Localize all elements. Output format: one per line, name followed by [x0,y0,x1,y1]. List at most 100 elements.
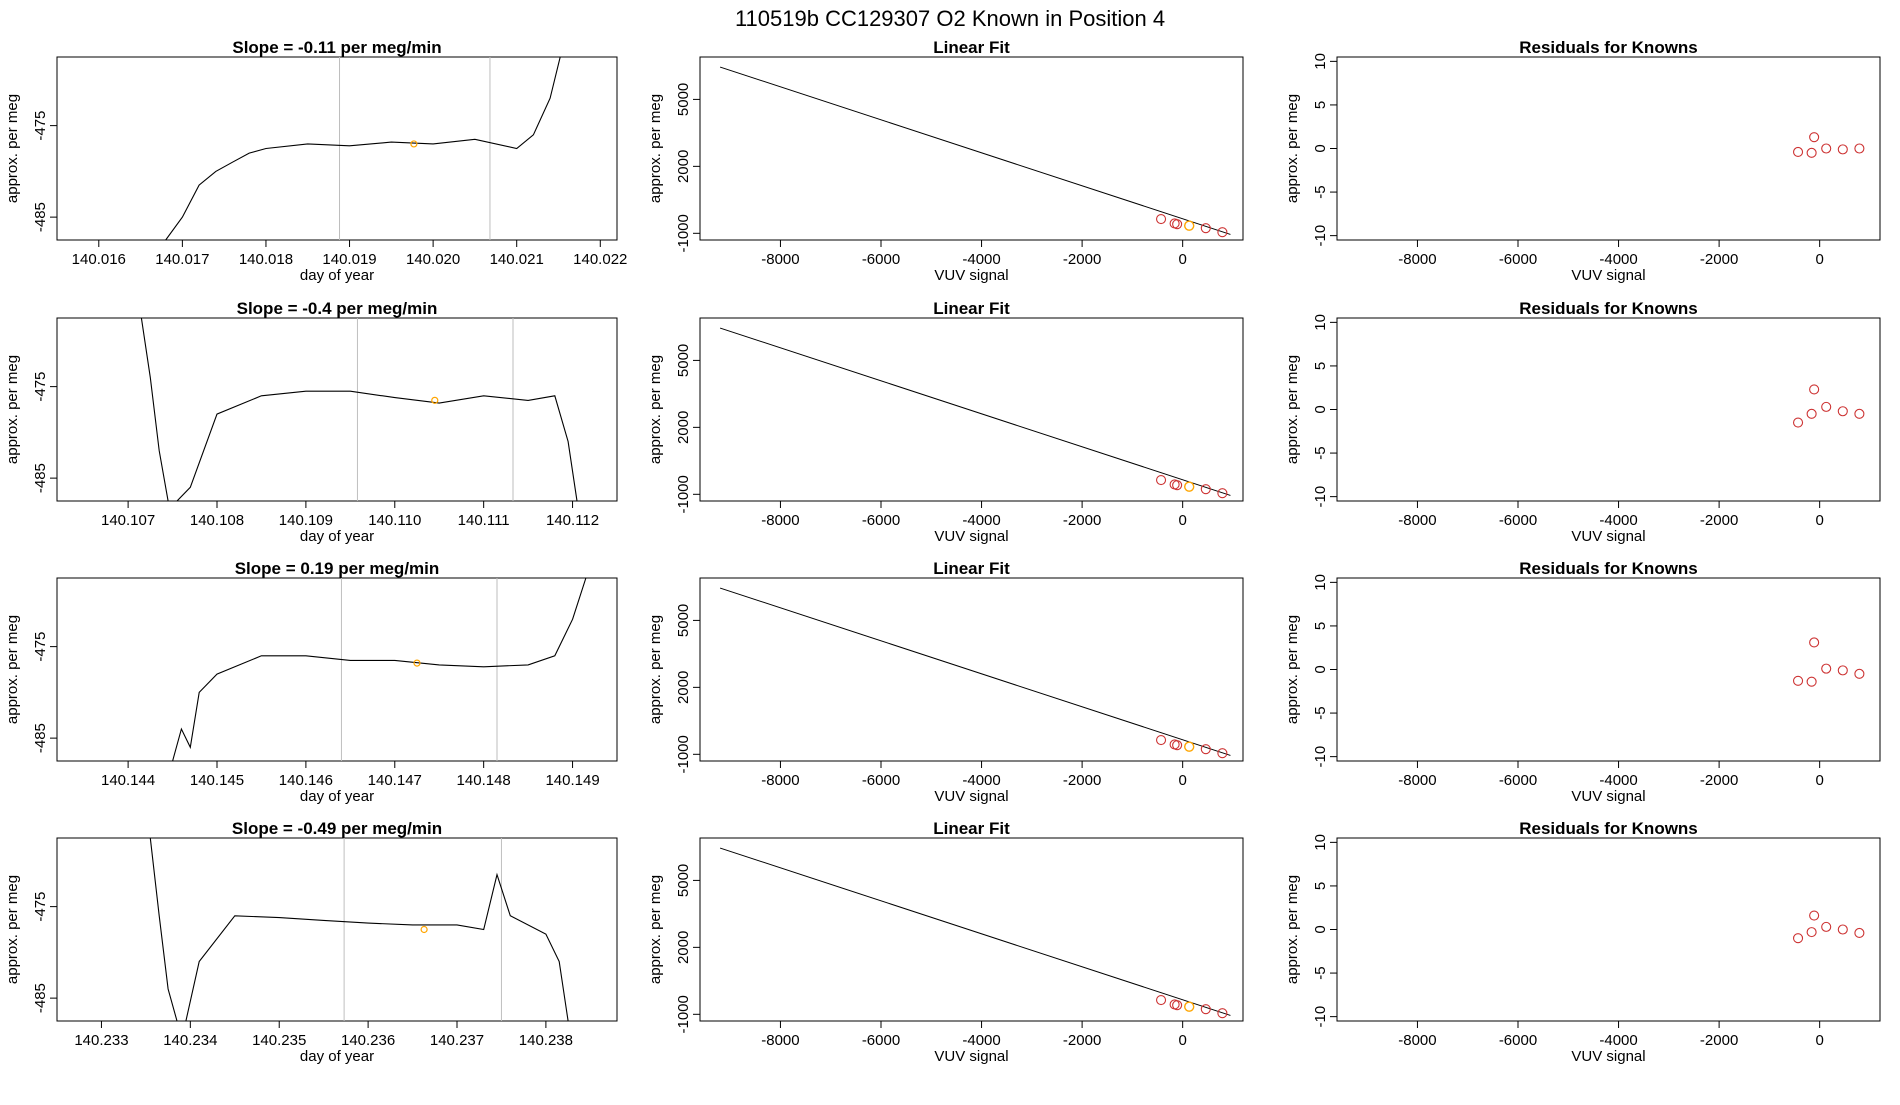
known-point [1184,741,1195,752]
y-tick-label: -10 [1312,1006,1329,1028]
data-point [1792,675,1804,686]
x-tick-label: -4000 [1599,772,1637,789]
x-tick-label: 140.017 [155,251,209,268]
x-tick-label: 0 [1178,772,1186,789]
x-tick-label: 140.145 [190,772,244,789]
panel-6: Linear Fit -8000 -6000 -4000 -2000 0 VUV signa… [647,299,1244,545]
y-tick-label: 10 [1312,574,1329,591]
x-axis-label: day of year [300,267,374,284]
plot-frame [1336,837,1881,1022]
known-point [1184,1001,1195,1012]
x-tick-label: -8000 [761,1032,799,1049]
plot-area [165,57,561,240]
x-tick-label: -8000 [1398,772,1436,789]
data-point [1217,227,1228,238]
y-tick-label: 0 [1312,925,1329,933]
y-tick-label: 0 [1312,144,1329,152]
x-tick-label: 140.018 [239,251,293,268]
data-point [1809,384,1820,395]
x-tick-label: -6000 [862,772,900,789]
x-tick-label: 0 [1178,251,1186,268]
data-point [1200,223,1211,234]
y-tick-label: 5 [1312,101,1329,109]
x-tick-label: -8000 [1398,1032,1436,1049]
data-point [1155,734,1167,746]
chart-title: Slope = -0.49 per meg/min [232,819,442,838]
y-tick-label: -1000 [675,735,692,773]
x-tick-label: -6000 [862,512,900,529]
data-point [1155,474,1167,486]
y-tick-label: -10 [1312,746,1329,768]
y-tick-label: 0 [1312,665,1329,673]
plot-frame [1336,317,1881,502]
chart-title: Slope = -0.11 per meg/min [232,38,441,57]
x-tick-label: -8000 [1398,512,1436,529]
x-tick-label: -2000 [1063,772,1101,789]
data-point [1792,417,1804,428]
x-tick-label: -4000 [962,512,1000,529]
x-tick-label: 140.149 [545,772,599,789]
panel-9: Residuals for Knowns -8000 -6000 -4000 -2000… [1284,38,1881,284]
x-axis-label: VUV signal [934,788,1008,805]
panel-1: Slope = -0.11 per meg/min 140.016 140.017 1… [4,38,627,284]
plot-area [1792,384,1865,428]
x-axis-label: VUV signal [1571,1048,1645,1065]
x-tick-label: -2000 [1063,512,1101,529]
y-tick-label: -475 [32,372,49,402]
data-point [1172,1000,1183,1011]
data-point [1200,1004,1211,1015]
y-tick-label: 10 [1312,314,1329,331]
y-tick-label: -485 [32,983,49,1013]
x-tick-label: 140.112 [546,512,599,529]
plot-area [719,587,1231,759]
y-tick-label: -10 [1312,225,1329,247]
data-point [1806,676,1817,687]
x-axis-label: day of year [300,1048,374,1065]
chart-title: Residuals for Knowns [1519,38,1698,57]
chart-title: Slope = 0.19 per meg/min [235,559,440,578]
chart-title: Slope = -0.4 per meg/min [237,299,438,318]
plot-frame [1336,56,1881,241]
y-tick-label: 5 [1312,622,1329,630]
plot-frame [56,317,618,502]
data-point [1854,408,1865,419]
y-tick-label: 5000 [675,344,692,377]
y-axis-label: approx. per meg [1284,615,1301,724]
panel-8: Linear Fit -8000 -6000 -4000 -2000 0 VUV signa… [647,819,1244,1065]
known-marker [431,396,439,404]
x-axis-label: VUV signal [934,528,1008,545]
panel-3: Slope = 0.19 per meg/min 140.144 140.145 14… [4,559,618,805]
data-point [1217,488,1228,499]
y-axis-label: approx. per meg [647,875,664,984]
chart-title: Linear Fit [933,819,1010,838]
panel-7: Linear Fit -8000 -6000 -4000 -2000 0 VUV signa… [647,559,1244,805]
data-point [1172,219,1183,230]
x-tick-label: 0 [1815,512,1823,529]
x-tick-label: -8000 [761,512,799,529]
x-axis-label: VUV signal [1571,528,1645,545]
chart-title: Linear Fit [933,559,1010,578]
x-tick-label: -2000 [1700,251,1738,268]
data-point [1806,147,1817,158]
y-axis-label: approx. per meg [1284,355,1301,464]
plot-area [719,327,1231,499]
data-point [1821,143,1832,154]
y-axis-label: approx. per meg [4,615,21,724]
x-tick-label: 140.109 [279,512,333,529]
data-point [1854,668,1865,679]
x-tick-label: -2000 [1700,1032,1738,1049]
data-point [1837,665,1848,676]
y-axis-label: approx. per meg [4,355,21,464]
x-tick-label: -4000 [1599,251,1637,268]
data-point [1809,637,1820,648]
panel-5: Linear Fit -8000 -6000 -4000 -2000 0 VUV signa… [647,38,1244,284]
x-tick-label: 0 [1815,1032,1823,1049]
data-point [1809,132,1820,143]
x-tick-label: -8000 [1398,251,1436,268]
y-tick-label: 5 [1312,882,1329,890]
data-point [1200,484,1211,495]
plot-frame [699,577,1244,762]
data-trace [165,57,561,240]
data-point [1172,740,1183,751]
